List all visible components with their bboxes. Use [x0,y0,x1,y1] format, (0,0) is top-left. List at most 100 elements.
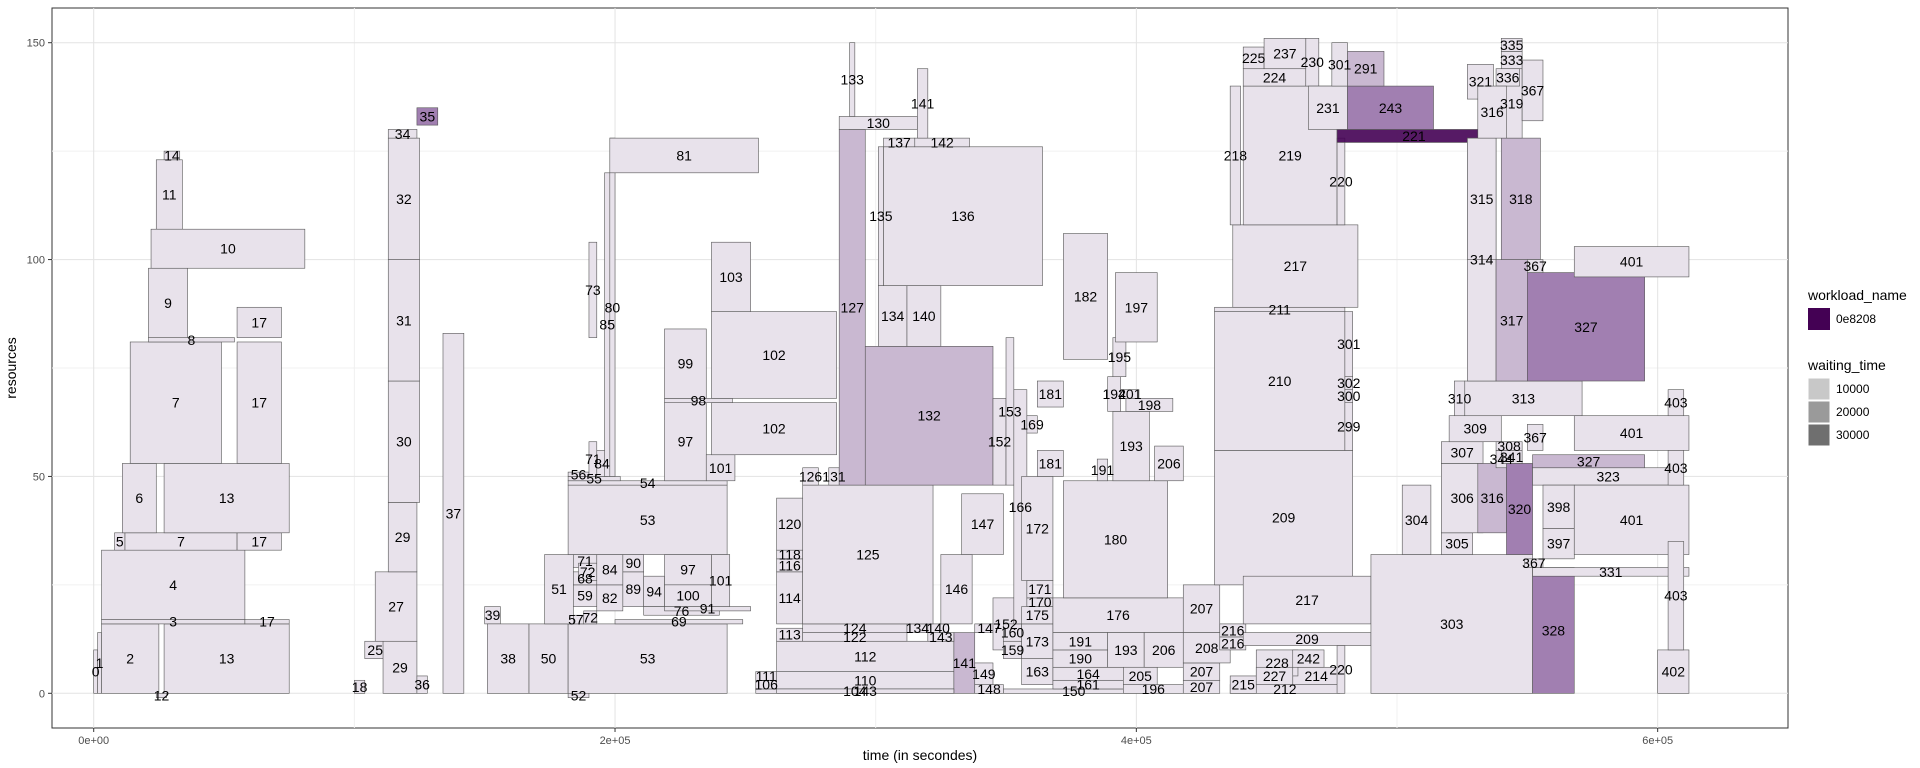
legend-waiting-title: waiting_time [1807,357,1886,373]
job-label: 315 [1470,191,1494,207]
job-label: 243 [1379,100,1403,116]
job-rect [1500,38,1523,52]
job-label: 4 [169,577,177,593]
legend-waiting-label: 30000 [1836,428,1870,442]
job-rect [711,311,837,399]
job-label: 181 [1039,455,1063,471]
job-rect [1532,567,1575,694]
job-rect [917,68,929,139]
job-rect [1370,554,1533,694]
job-rect [1063,233,1108,360]
job-label: 54 [640,475,656,491]
job-label: 230 [1301,54,1325,70]
job-rect [1448,415,1502,443]
job-label: 1 [96,655,104,671]
job-rect [609,137,759,174]
job-label: 149 [972,666,996,682]
job-rect [442,333,465,694]
job-rect [588,241,598,338]
legend-waiting-key [1807,423,1831,447]
job-rect [354,679,366,694]
job-label: 116 [779,557,802,573]
job-label: 398 [1547,499,1571,515]
legend-workload-title: workload_name [1807,287,1907,303]
job-label: 227 [1263,668,1287,684]
job-rect [544,554,574,625]
job-rect [1263,38,1307,70]
job-label: 141 [911,95,935,111]
job-label: 10 [220,241,236,257]
job-label: 328 [1542,622,1566,638]
job-rect [1123,666,1158,685]
job-rect [101,623,160,694]
job-rect [1500,137,1541,260]
x-axis-title: time (in secondes) [863,747,977,763]
job-label: 104 [843,683,867,699]
job-rect [129,341,222,464]
job-label: 146 [945,581,969,597]
job-label: 51 [551,581,567,597]
legend-waiting-label: 10000 [1836,382,1870,396]
job-label: 136 [951,208,975,224]
job-label: 401 [1620,425,1644,441]
job-rect [236,306,282,338]
job-rect [1036,450,1064,477]
job-rect [244,619,290,625]
job-label: 208 [1195,640,1219,656]
job-label: 126 [799,468,823,484]
job-label: 31 [396,312,412,328]
job-label: 71 [577,553,593,569]
job-label: 72 [580,564,596,580]
job-label: 319 [1500,95,1524,111]
job-label: 73 [585,282,601,298]
job-label: 122 [843,629,867,645]
job-label: 198 [1138,397,1162,413]
job-label: 56 [571,466,587,482]
job-label: 135 [869,208,893,224]
job-rect [961,493,1004,555]
job-label: 3 [169,614,177,630]
job-rect [1219,623,1247,638]
job-rect [487,623,530,694]
job-label: 206 [1152,642,1176,658]
job-rect [1477,85,1507,139]
job-label: 148 [977,681,1001,697]
job-label: 106 [755,677,779,693]
job-label: 37 [446,505,462,521]
job-label: 38 [500,651,516,667]
job-label: 125 [856,547,880,563]
job-label: 316 [1480,104,1504,120]
job-label: 170 [1028,594,1052,610]
job-rect [1026,415,1038,434]
job-rect [387,129,418,139]
job-label: 219 [1278,147,1302,163]
job-rect [849,42,856,117]
job-label: 302 [1337,375,1361,391]
job-label: 336 [1496,69,1520,85]
job-label: 313 [1512,390,1536,406]
job-rect [614,619,744,625]
job-label: 57 [568,612,584,628]
job-rect [387,380,420,503]
job-label: 27 [388,599,404,615]
job-rect [1292,649,1325,668]
job-rect [567,480,728,486]
job-label: 304 [1405,512,1429,528]
job-label: 82 [602,590,618,606]
job-rect [567,693,590,698]
job-label: 143 [929,629,953,645]
job-label: 142 [930,134,954,150]
job-rect [802,467,819,486]
job-label: 39 [485,607,501,623]
job-label: 323 [1596,468,1620,484]
job-label: 68 [577,570,593,586]
job-label: 132 [917,408,941,424]
job-label: 317 [1500,312,1524,328]
job-label: 316 [1480,490,1504,506]
job-label: 320 [1508,501,1532,517]
job-rect [1021,476,1054,581]
job-rect [1214,450,1353,586]
job-label: 52 [571,687,587,703]
